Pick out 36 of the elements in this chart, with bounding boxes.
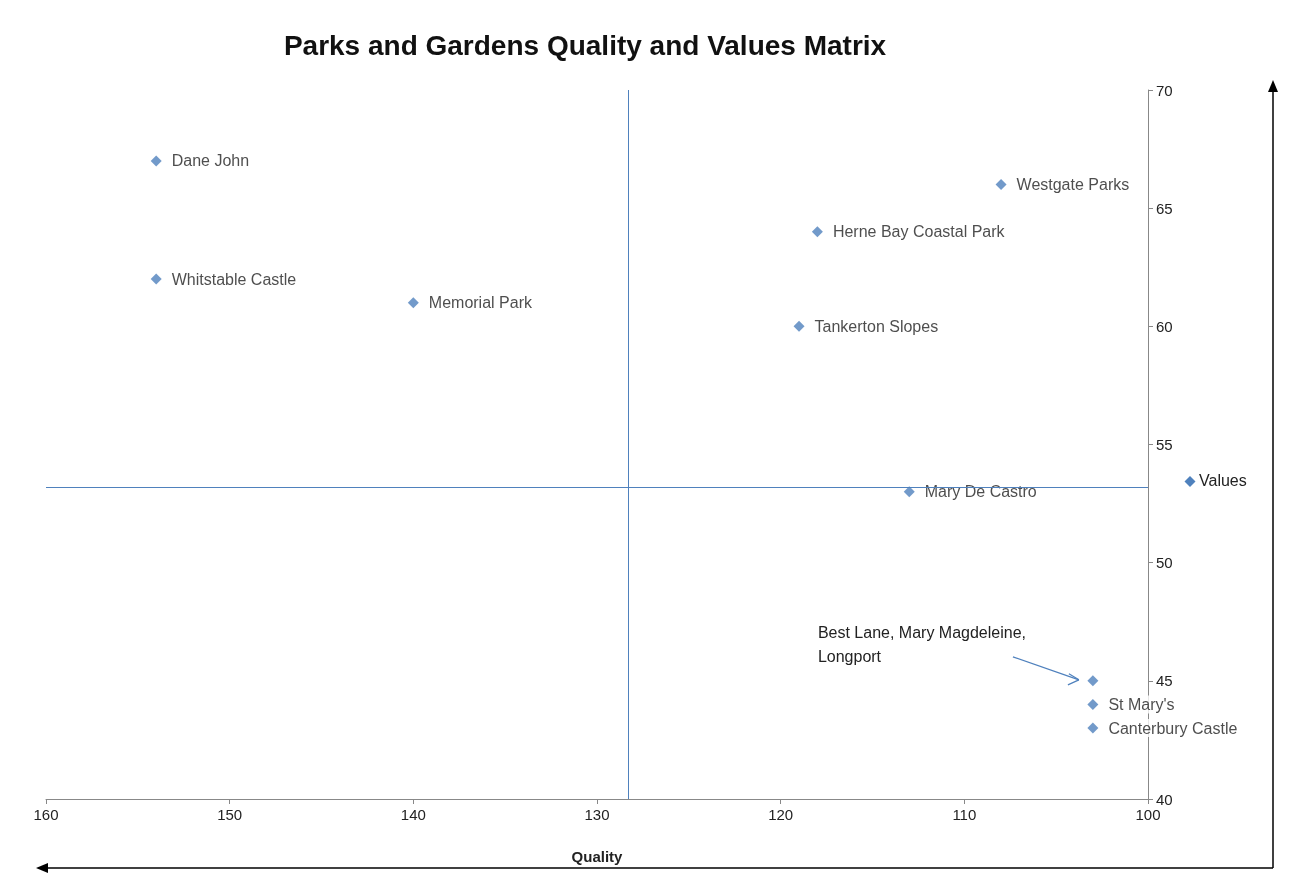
point <box>150 273 162 285</box>
data-label: Westgate Parks <box>1016 176 1130 194</box>
y-tick-label: 40 <box>1156 790 1173 808</box>
y-axis-title: Values <box>1199 471 1247 489</box>
point <box>150 155 162 167</box>
x-tick-label: 130 <box>584 806 610 823</box>
x-tick-label: 100 <box>1135 806 1161 823</box>
y-tick-label: 45 <box>1156 672 1173 690</box>
annotation: Best Lane, Mary Magdeleine, Longport <box>817 624 1031 666</box>
point <box>995 179 1007 191</box>
x-tick-label: 150 <box>217 806 243 823</box>
y-tick-label: 60 <box>1156 317 1173 335</box>
point <box>407 297 419 309</box>
y-tick-label: 50 <box>1156 554 1173 572</box>
point <box>1087 698 1099 710</box>
point <box>1087 722 1099 734</box>
point <box>903 486 915 498</box>
data-label: Whitstable Castle <box>171 270 297 288</box>
point <box>811 226 823 238</box>
x-tick-label: 120 <box>768 806 794 823</box>
chart-title: Parks and Gardens Quality and Values Matrix <box>283 29 887 61</box>
data-label: Herne Bay Coastal Park <box>832 223 1006 241</box>
x-tick-label: 160 <box>33 806 59 823</box>
x-tick-label: 110 <box>952 806 977 823</box>
y-tick-label: 65 <box>1156 199 1173 217</box>
data-label: Dane John <box>171 152 250 170</box>
x-tick-label: 140 <box>400 806 426 823</box>
data-label: Canterbury Castle <box>1108 719 1238 737</box>
point <box>1087 675 1099 687</box>
y-tick-label: 55 <box>1156 436 1173 453</box>
data-label: Tankerton Slopes <box>814 317 939 335</box>
data-label: Memorial Park <box>428 294 533 312</box>
y-tick-label: 70 <box>1156 81 1173 99</box>
data-label: St Mary's <box>1108 695 1175 713</box>
point <box>793 320 805 332</box>
x-axis-title: Quality <box>571 848 624 865</box>
